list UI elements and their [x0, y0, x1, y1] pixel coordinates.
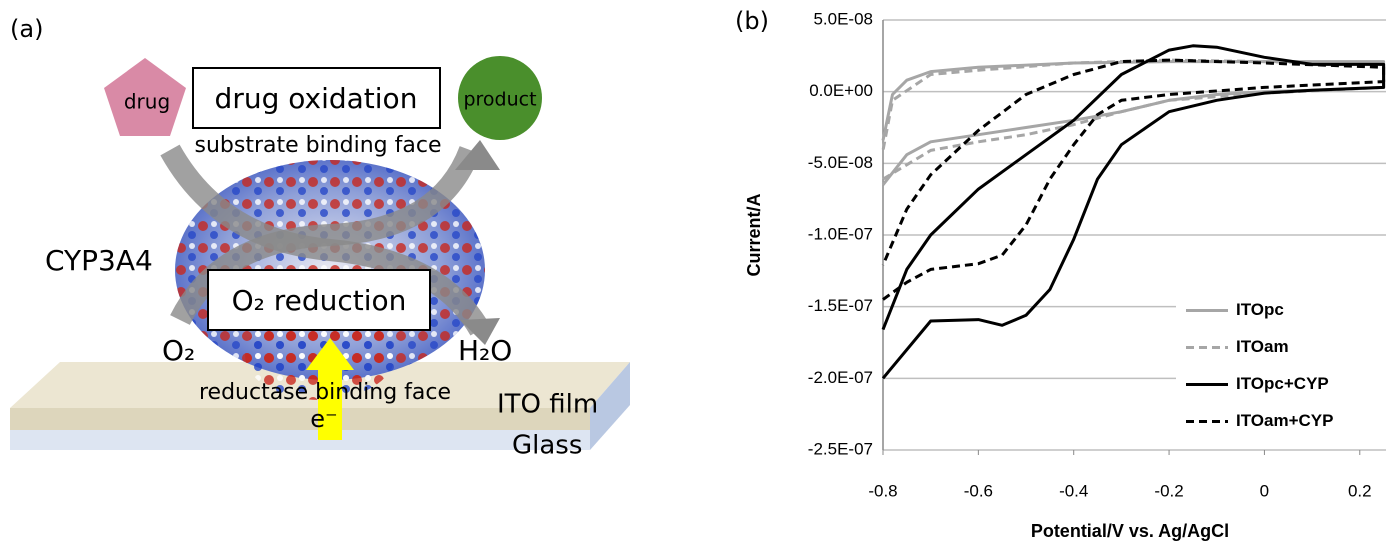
x-tick-label: 0	[1260, 481, 1269, 500]
glass-front	[10, 430, 590, 450]
face-label: reductase binding face	[199, 380, 451, 405]
y-tick-label: -2.0E-07	[808, 368, 873, 387]
y-tick-label: -2.5E-07	[808, 439, 873, 458]
x-tick-label: -0.2	[1154, 481, 1183, 500]
enzyme-label: CYP3A4	[45, 244, 153, 277]
y-tick-label: -1.0E-07	[808, 224, 873, 243]
glass-label: Glass	[512, 431, 582, 461]
y-tick-label: 5.0E-08	[813, 9, 873, 28]
water-label: H₂O	[458, 334, 512, 367]
diagram: (a) drug drug oxidation product substrat…	[10, 15, 630, 461]
legend: ITOpc ITOam ITOpc+CYP ITOam+CYP	[1176, 290, 1386, 442]
legend-label: ITOpc	[1236, 300, 1284, 319]
x-tick-label: 0.2	[1348, 481, 1372, 500]
figure: (a) drug drug oxidation product substrat…	[0, 0, 1386, 545]
reactant-label: O₂	[162, 334, 195, 367]
y-tick-label: -5.0E-08	[808, 153, 873, 172]
electron-label: e⁻	[310, 405, 337, 433]
series-line	[883, 62, 1384, 185]
x-tick-label: -0.4	[1059, 481, 1088, 500]
series-line	[883, 60, 1384, 299]
x-tick-label: -0.8	[868, 481, 897, 500]
plot: 5.0E-08 0.0E+00 -5.0E-08 -1.0E-07 -1.5E-07 -2…	[808, 9, 1386, 500]
y-axis-label: Current/A	[744, 193, 764, 276]
film-label: ITO film	[497, 390, 598, 420]
legend-label: ITOam+CYP	[1236, 411, 1333, 430]
x-axis-label: Potential/V vs. Ag/AgCl	[1031, 521, 1229, 541]
product-label: product	[463, 89, 536, 111]
legend-label: ITOam	[1236, 337, 1289, 356]
reaction-label: drug oxidation	[215, 82, 418, 115]
legend-label: ITOpc+CYP	[1236, 374, 1329, 393]
face-label: substrate binding face	[195, 133, 442, 158]
panel-label: (a)	[10, 15, 43, 43]
x-tick-label: -0.6	[964, 481, 993, 500]
panel-label: (b)	[735, 7, 769, 35]
drug-label: drug	[124, 90, 170, 114]
series-line	[883, 60, 1384, 179]
y-tick-label: 0.0E+00	[809, 81, 873, 100]
reaction-label: O₂ reduction	[232, 284, 407, 317]
y-tick-label: -1.5E-07	[808, 296, 873, 315]
